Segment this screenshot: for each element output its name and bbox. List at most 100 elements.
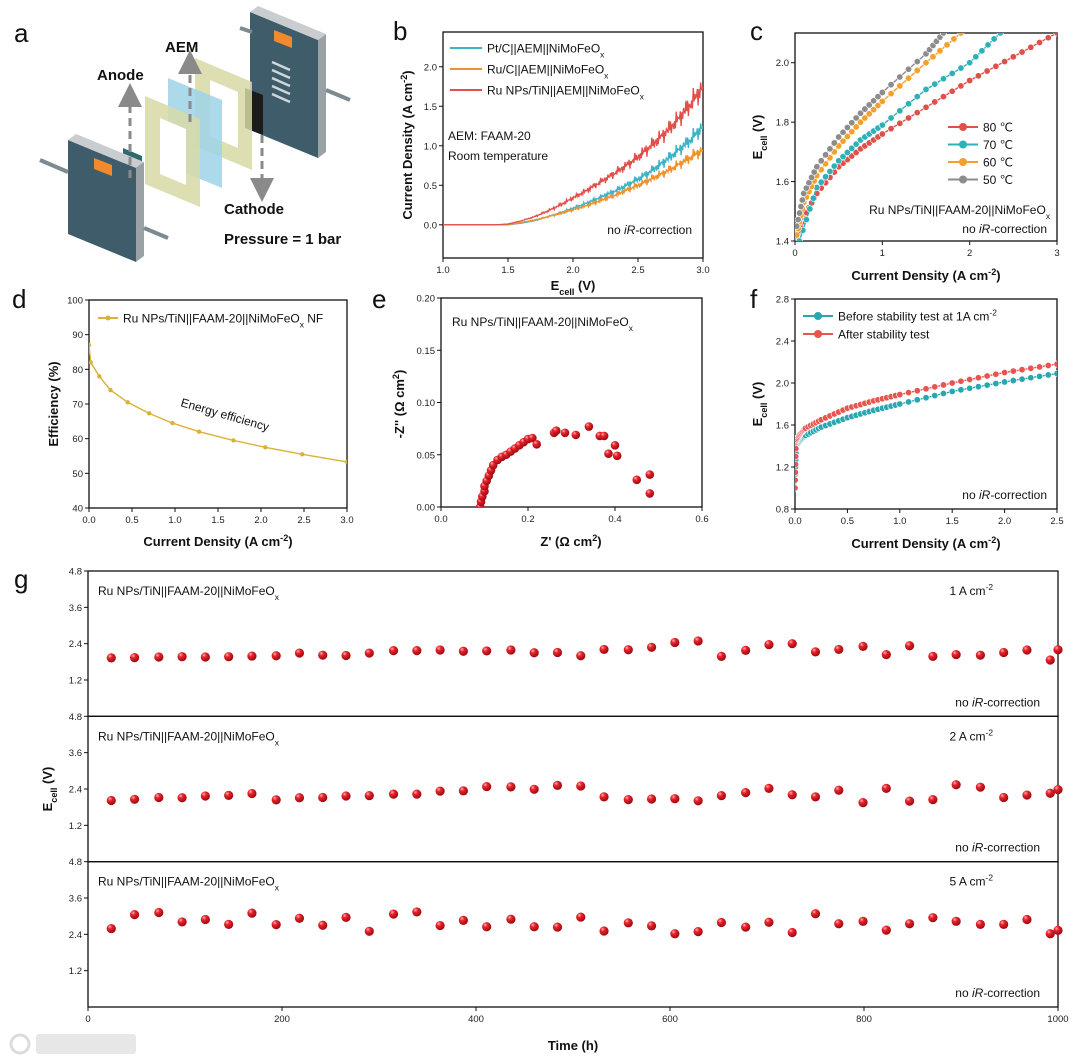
y-tick-label: 1.2 — [69, 676, 82, 687]
x-tick-label: 0.4 — [608, 514, 621, 525]
y-tick-label: 60 — [72, 434, 83, 445]
legend-entry: 70 ℃ — [948, 138, 1013, 152]
x-tick-label: 400 — [468, 1014, 484, 1025]
panel-d: d Current Density (A cm-2) Efficiency (%) 0… — [12, 284, 354, 549]
y-tick-label: 3.6 — [69, 748, 82, 759]
text-segment: x — [275, 883, 280, 893]
data-point — [1045, 655, 1055, 665]
data-point — [200, 914, 210, 925]
data-point — [913, 396, 921, 404]
data-point — [412, 646, 422, 656]
data-point — [802, 216, 810, 224]
y-tick-label: 1.2 — [776, 463, 789, 474]
data-point — [835, 133, 843, 141]
y-axis-label: Ecell (V) — [750, 115, 769, 160]
data-point — [861, 114, 869, 122]
text-segment: -correction — [983, 986, 1040, 1000]
y-axis-label: Ecell (V) — [750, 382, 769, 427]
y-tick-label: 2.4 — [69, 785, 82, 796]
series — [443, 82, 703, 226]
legend-entry: 60 ℃ — [948, 156, 1013, 170]
data-point — [224, 790, 234, 800]
data-point — [224, 919, 234, 929]
data-point — [1053, 360, 1057, 368]
text-segment: E — [750, 417, 765, 426]
data-point — [874, 102, 882, 110]
gaskets-and-membrane — [145, 58, 252, 207]
legend-label: Pt/C||AEM||NiMoFeOx — [487, 42, 605, 60]
text-segment: Ru NPs/TiN||FAAM-20||NiMoFeO — [98, 729, 275, 743]
text-segment: 2 A cm — [950, 729, 986, 743]
data-point — [922, 85, 930, 93]
data-point — [904, 796, 915, 806]
data-point — [974, 72, 982, 80]
data-point — [364, 926, 374, 936]
text-segment: 80 ℃ — [983, 121, 1013, 135]
legend-label: 70 ℃ — [983, 138, 1013, 152]
data-point — [992, 370, 1000, 378]
data-point — [975, 782, 986, 792]
text-segment: Ru/C||AEM||NiMoFeO — [487, 63, 604, 77]
data-point — [957, 377, 965, 385]
plot-frame — [440, 297, 703, 508]
data-point — [881, 783, 891, 793]
y-tick-label: 50 — [72, 469, 83, 480]
data-point — [435, 645, 445, 655]
text-segment: -2 — [989, 308, 997, 318]
data-point — [612, 451, 622, 461]
data-point — [931, 80, 939, 88]
y-tick-label: 4.8 — [69, 712, 82, 723]
data-point — [1053, 33, 1057, 37]
y-tick-label: 1.6 — [776, 421, 789, 432]
data-point — [848, 128, 856, 136]
data-point — [913, 109, 921, 117]
data-point — [482, 922, 492, 932]
text-segment: ) — [400, 70, 415, 74]
data-point — [576, 912, 586, 922]
stability-subplot: 0 200 400 600 800 1000 1.2 2.4 3.6 4.8 Ru NPs/TiN|… — [69, 857, 1069, 1025]
data-point — [1053, 925, 1063, 935]
data-point — [992, 62, 1000, 70]
data-point — [318, 792, 328, 803]
text-segment: x — [1046, 211, 1051, 221]
data-point — [999, 919, 1009, 929]
data-point — [983, 67, 991, 75]
data-point — [341, 791, 351, 801]
panel-letter-e: e — [372, 284, 386, 314]
y-tick-label: 0.15 — [417, 346, 436, 357]
data-point — [528, 433, 537, 443]
data-point — [1001, 378, 1009, 386]
data-point — [129, 910, 140, 920]
data-point — [584, 422, 594, 431]
data-point — [599, 431, 609, 441]
text-segment: Pt/C||AEM||NiMoFeO — [487, 42, 600, 56]
data-point — [108, 387, 113, 393]
data-point — [843, 148, 851, 156]
x-tick-label: 0.5 — [125, 515, 138, 526]
data-point — [990, 35, 998, 43]
panel-e: eZ' (Ω cm2)-Z'' (Ω cm2)0.0 0.2 0.4 0.60.000… — [372, 284, 709, 549]
x-tick-label: 2.5 — [297, 515, 310, 526]
data-point — [294, 793, 305, 803]
data-point — [966, 384, 974, 392]
data-point — [795, 237, 803, 241]
series-line — [443, 147, 703, 226]
data-point — [645, 489, 655, 498]
text-segment: E — [750, 150, 765, 159]
text-segment: -2 — [986, 582, 994, 592]
data-point — [957, 33, 965, 37]
data-point — [839, 153, 847, 161]
data-point — [834, 644, 844, 655]
data-point — [922, 59, 930, 67]
data-point — [388, 646, 399, 656]
data-point — [904, 919, 915, 929]
data-point — [896, 82, 904, 90]
text-segment: Ru NPs/TiN||FAAM-20||NiMoFeO — [452, 315, 629, 329]
data-point — [482, 646, 492, 656]
x-tick-label: 2.5 — [1050, 516, 1063, 527]
x-tick-label: 2.0 — [254, 515, 267, 526]
x-axis-label: Current Density (A cm-2) — [851, 535, 1000, 551]
text-segment: no — [955, 695, 972, 709]
data-point — [1053, 370, 1057, 378]
